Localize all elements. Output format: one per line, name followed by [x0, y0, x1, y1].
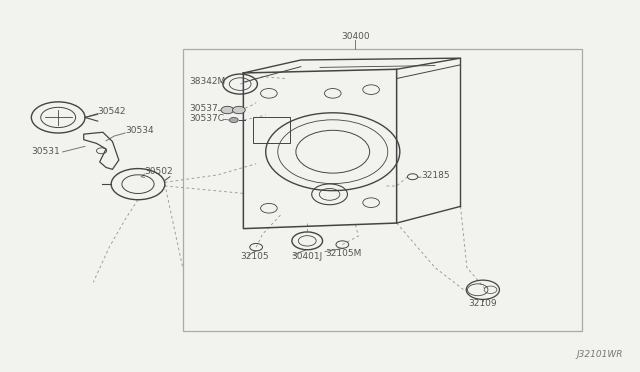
- Text: 30401J: 30401J: [291, 252, 323, 261]
- Text: 30542: 30542: [98, 108, 126, 116]
- Bar: [253, 118, 290, 143]
- Text: 38342M: 38342M: [189, 77, 225, 86]
- Text: 32185: 32185: [421, 171, 449, 180]
- Text: 30537C: 30537C: [189, 114, 224, 123]
- Text: 32109: 32109: [468, 299, 497, 308]
- Circle shape: [229, 118, 238, 123]
- Text: 30537: 30537: [189, 105, 218, 113]
- Text: 32105M: 32105M: [325, 249, 362, 258]
- Bar: [182, 49, 582, 331]
- Text: 32105: 32105: [240, 252, 269, 261]
- Circle shape: [232, 106, 245, 114]
- Text: 30502: 30502: [145, 167, 173, 176]
- Circle shape: [221, 106, 234, 114]
- Text: 30400: 30400: [341, 32, 369, 41]
- Text: J32101WR: J32101WR: [577, 350, 623, 359]
- Text: 30531: 30531: [31, 147, 60, 156]
- Text: 30534: 30534: [125, 126, 154, 135]
